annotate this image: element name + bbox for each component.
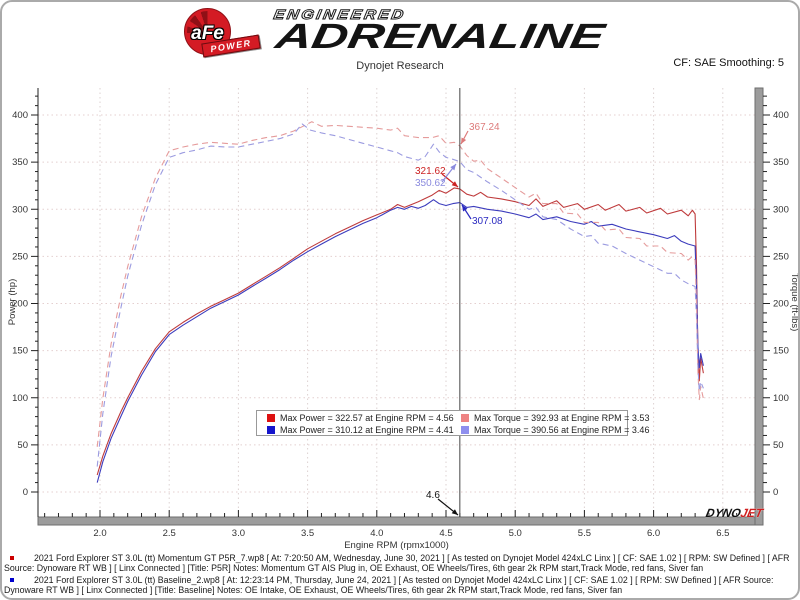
annotation-value: 321.62 bbox=[415, 166, 446, 177]
annotation-arrowhead bbox=[462, 205, 468, 212]
curve-baseline-torque-ft-lbs- bbox=[96, 123, 704, 467]
annotation-arrowhead bbox=[451, 181, 458, 187]
x-tick-label: 2.5 bbox=[163, 528, 176, 539]
x-tick-label: 6.5 bbox=[716, 528, 729, 539]
power-tick-label: 0 bbox=[23, 487, 28, 498]
curve-baseline-power-hp- bbox=[96, 199, 704, 483]
power-tick-label: 100 bbox=[12, 393, 28, 404]
legend-item: Max Power = 322.57 at Engine RPM = 4.56 bbox=[267, 413, 461, 423]
power-tick-label: 350 bbox=[12, 157, 28, 168]
x-tick-label: 4.0 bbox=[370, 528, 383, 539]
torque-tick-label: 300 bbox=[773, 204, 789, 215]
dynojet-logo: DYNOJET bbox=[705, 506, 765, 520]
legend-item: Max Torque = 392.93 at Engine RPM = 3.53 bbox=[461, 413, 649, 423]
afe-logo-text: aFe bbox=[191, 23, 224, 44]
legend-text: Max Torque = 392.93 at Engine RPM = 3.53 bbox=[474, 413, 650, 423]
run-bullet bbox=[10, 556, 14, 560]
run-text: 2021 Ford Explorer ST 3.0L (tt) Baseline… bbox=[4, 574, 774, 595]
torque-tick-label: 0 bbox=[773, 487, 778, 498]
cf-smoothing-note: CF: SAE Smoothing: 5 bbox=[673, 57, 784, 69]
legend-swatch bbox=[461, 426, 469, 434]
legend-item: Max Torque = 390.56 at Engine RPM = 3.46 bbox=[461, 425, 649, 435]
torque-tick-label: 400 bbox=[773, 110, 789, 121]
legend-swatch bbox=[461, 414, 469, 422]
dynojet-logo-jet: JET bbox=[739, 506, 765, 520]
x-tick-label: 3.0 bbox=[232, 528, 245, 539]
legend-text: Max Torque = 390.56 at Engine RPM = 3.46 bbox=[474, 425, 650, 435]
curves-group bbox=[96, 121, 704, 483]
annotation-arrowhead bbox=[461, 137, 467, 144]
run-text: 2021 Ford Explorer ST 3.0L (tt) Momentum… bbox=[4, 553, 790, 574]
x-axis-title: Engine RPM (rpmx1000) bbox=[344, 540, 449, 551]
brand-line-engineered: ENGINEERED bbox=[272, 7, 407, 22]
curve-afe-momentum-gt-torque-ft-lbs- bbox=[96, 121, 704, 447]
power-tick-label: 250 bbox=[12, 251, 28, 262]
annotation-value: 307.08 bbox=[472, 216, 503, 227]
x-tick-label: 6.0 bbox=[647, 528, 660, 539]
aperture-icon bbox=[187, 11, 228, 33]
dynojet-research-label: Dynojet Research bbox=[356, 60, 444, 72]
torque-tick-label: 200 bbox=[773, 299, 789, 310]
run-note: 2021 Ford Explorer ST 3.0L (tt) Momentum… bbox=[4, 553, 798, 574]
annotation-value: 4.6 bbox=[426, 490, 440, 501]
x-tick-label: 2.0 bbox=[93, 528, 106, 539]
power-tick-label: 150 bbox=[12, 346, 28, 357]
torque-tick-label: 350 bbox=[773, 157, 789, 168]
annotation-arrowhead bbox=[451, 509, 458, 515]
x-tick-label: 4.5 bbox=[439, 528, 452, 539]
x-tick-label: 3.5 bbox=[301, 528, 314, 539]
x-axis-bar bbox=[37, 516, 764, 526]
right-axis-bar bbox=[754, 87, 764, 526]
annotation-value: 350.62 bbox=[415, 178, 446, 189]
annotation-value: 367.24 bbox=[469, 122, 500, 133]
power-tick-label: 50 bbox=[17, 440, 28, 451]
power-tick-label: 300 bbox=[12, 204, 28, 215]
torque-tick-label: 100 bbox=[773, 393, 789, 404]
run-bullet bbox=[10, 577, 14, 582]
x-tick-label: 5.5 bbox=[578, 528, 591, 539]
annotation-arrowhead bbox=[450, 164, 456, 171]
legend-box: Max Power = 322.57 at Engine RPM = 4.56 M… bbox=[256, 410, 649, 436]
run-note: 2021 Ford Explorer ST 3.0L (tt) Baseline… bbox=[4, 575, 798, 596]
x-tick-label: 5.0 bbox=[509, 528, 522, 539]
brand-line-adrenaline: ADRENALINE bbox=[271, 17, 609, 56]
torque-tick-label: 250 bbox=[773, 251, 789, 262]
legend-text: Max Power = 310.12 at Engine RPM = 4.41 bbox=[280, 425, 454, 435]
curve-afe-momentum-gt-power-hp- bbox=[96, 187, 704, 476]
dynojet-logo-dyno: DYNO bbox=[704, 506, 743, 520]
power-tick-label: 400 bbox=[12, 110, 28, 121]
legend-swatch bbox=[267, 426, 275, 434]
legend-text: Max Power = 322.57 at Engine RPM = 4.56 bbox=[280, 413, 454, 423]
power-axis-title: Power (hp) bbox=[7, 279, 18, 325]
torque-tick-label: 50 bbox=[773, 440, 784, 451]
power-tick-label: 200 bbox=[12, 299, 28, 310]
legend-item: Max Power = 310.12 at Engine RPM = 4.41 bbox=[267, 425, 461, 435]
run-notes: 2021 Ford Explorer ST 3.0L (tt) Momentum… bbox=[4, 553, 798, 596]
torque-tick-label: 150 bbox=[773, 346, 789, 357]
torque-axis-title: Torque (ft-lbs) bbox=[789, 273, 800, 332]
legend-swatch bbox=[267, 414, 275, 422]
